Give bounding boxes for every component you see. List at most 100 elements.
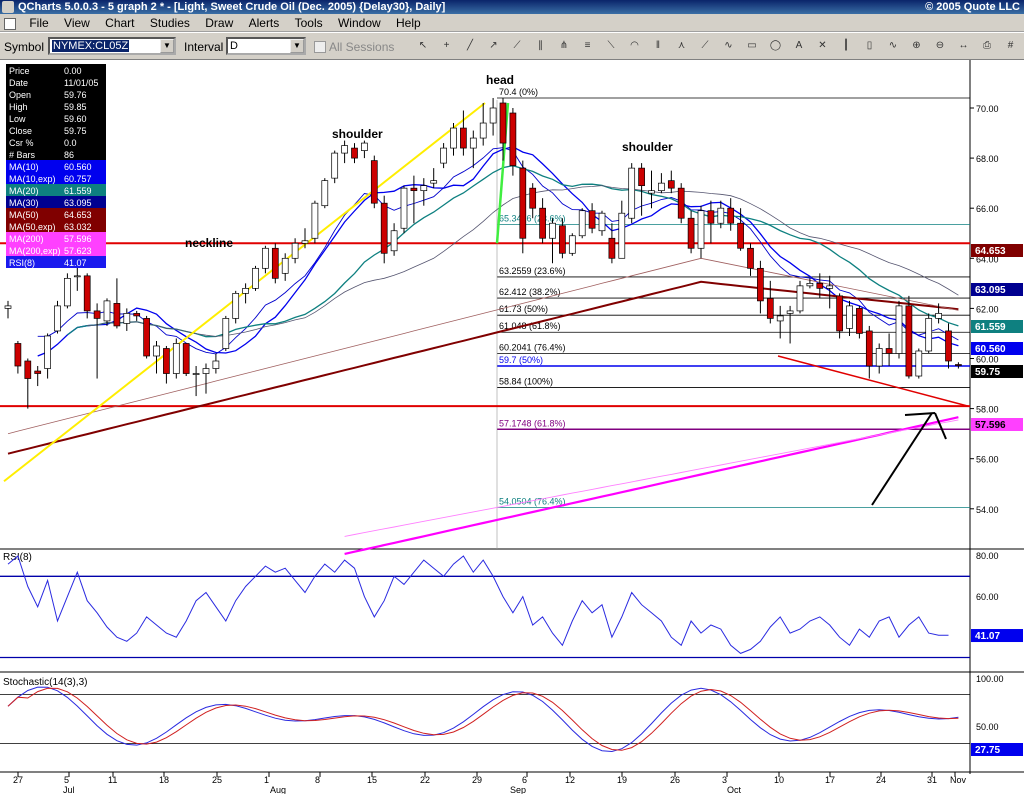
interval-select[interactable]: D ▼: [226, 37, 306, 55]
rsi-title: RSI(8): [3, 552, 32, 563]
ellipse-icon[interactable]: ◯: [769, 40, 782, 51]
price-chart[interactable]: 70.0068.0066.0064.0062.0060.0058.0056.00…: [0, 60, 1024, 794]
candle-body: [509, 112, 517, 166]
fib-level-label: 59.7 (50%): [499, 355, 543, 365]
data-window: Price 0.00 Date 11/01/05 Open 59.76 High 59.85 L…: [6, 64, 106, 268]
fibonacci-fan-icon[interactable]: ⟍: [607, 40, 615, 51]
zoom-out-icon[interactable]: ⊖: [935, 40, 945, 51]
menu-alerts[interactable]: Alerts: [248, 16, 280, 30]
candle-body: [232, 293, 240, 319]
candle-body: [331, 152, 339, 179]
data-window-row: [6, 208, 106, 220]
line-style-icon[interactable]: ∿: [888, 40, 898, 51]
candle-body: [717, 207, 725, 224]
candle-body: [54, 305, 61, 332]
candle-body: [608, 237, 616, 259]
candle-body: [143, 318, 150, 357]
price-badge-value: 64.653: [975, 246, 1006, 257]
gann-fan-icon[interactable]: ⋏: [677, 40, 686, 51]
candle-body: [955, 364, 962, 366]
grid-icon[interactable]: #: [1007, 40, 1014, 51]
chevron-down-icon[interactable]: ▼: [290, 39, 304, 53]
candle-body: [370, 160, 378, 204]
data-window-value: 60.560: [64, 162, 92, 172]
bar-style-icon[interactable]: ┃: [842, 40, 850, 51]
ray-icon[interactable]: ↗: [489, 40, 498, 51]
data-window-value: 59.60: [64, 114, 87, 124]
print-icon[interactable]: ⎙: [983, 40, 991, 51]
candle-body: [113, 303, 121, 327]
candle-body: [4, 305, 12, 309]
menu-studies[interactable]: Studies: [149, 16, 190, 30]
candle-body: [925, 318, 933, 352]
data-window-label: MA(20): [9, 186, 39, 196]
rsi-axis-label: 80.00: [976, 551, 999, 561]
month-label: Oct: [727, 785, 742, 794]
data-window-row: [6, 256, 106, 268]
line-icon[interactable]: ╱: [466, 40, 474, 51]
delete-drawing-icon[interactable]: ✕: [818, 40, 827, 51]
channel-icon[interactable]: ∥: [538, 40, 543, 51]
cursor-icon[interactable]: ↖: [418, 40, 428, 51]
menu-help[interactable]: Help: [396, 16, 421, 30]
candle-body: [539, 207, 546, 239]
price-badge: [971, 418, 1023, 431]
fibonacci-timezones-icon[interactable]: ‖: [655, 40, 661, 51]
stoch-axis-label: 50.00: [976, 722, 999, 732]
candle-body: [252, 267, 259, 289]
date-tick-label: 15: [367, 775, 377, 785]
stoch-badge-value: 27.75: [975, 745, 1000, 756]
scroll-icon[interactable]: ↔: [958, 40, 969, 51]
date-tick-label: 29: [472, 775, 482, 785]
window-title: QCharts 5.0.0.3 - 5 graph 2 * - [Light, …: [18, 1, 446, 13]
extended-line-icon[interactable]: ⟋: [513, 40, 521, 51]
window-title-bar: QCharts 5.0.0.3 - 5 graph 2 * - [Light, …: [0, 0, 1024, 14]
ma10exp-line: [37, 147, 959, 355]
menu-window[interactable]: Window: [337, 16, 381, 30]
menu-tools[interactable]: Tools: [294, 16, 323, 30]
symbol-label: Symbol: [4, 40, 45, 54]
andrews-pitchfork-icon[interactable]: ⋔: [559, 40, 569, 51]
menu-chart[interactable]: Chart: [105, 16, 135, 30]
menu-view[interactable]: View: [64, 16, 90, 30]
chevron-down-icon[interactable]: ▼: [160, 39, 174, 53]
fibonacci-arcs-icon[interactable]: ◠: [630, 40, 639, 51]
candle-body: [440, 147, 447, 164]
rectangle-icon[interactable]: ▭: [747, 40, 757, 51]
data-window-label: MA(200,exp): [9, 246, 61, 256]
data-window-value: 57.623: [64, 246, 92, 256]
candle-body: [945, 330, 952, 362]
data-window-label: Csr %: [9, 138, 34, 148]
fibonacci-retracement-icon[interactable]: ≡: [584, 40, 591, 51]
menu-draw[interactable]: Draw: [205, 16, 234, 30]
candle-body: [24, 360, 32, 379]
candle-body: [281, 257, 289, 274]
neckline-label: neckline: [185, 236, 233, 250]
ma200-line: [344, 416, 959, 555]
price-tick-label: 66.00: [976, 204, 999, 214]
symbol-input[interactable]: NYMEX:CL05Z ▼: [48, 37, 176, 55]
document-icon[interactable]: [4, 17, 16, 30]
data-window-value: 57.596: [64, 234, 92, 244]
price-badge: [971, 244, 1023, 257]
date-tick-label: 26: [670, 775, 680, 785]
candle-body: [549, 222, 556, 239]
data-window-label: Low: [9, 114, 26, 124]
data-window-row: [6, 172, 106, 184]
date-tick-label: 19: [617, 775, 627, 785]
candle-body: [479, 122, 487, 139]
all-sessions-checkbox[interactable]: [314, 41, 326, 53]
candle-style-icon[interactable]: ▯: [866, 40, 873, 51]
crosshair-icon[interactable]: +: [443, 40, 450, 51]
speed-lines-icon[interactable]: ⟋: [701, 40, 709, 51]
text-annotation-icon[interactable]: A: [795, 40, 803, 51]
candle-body: [182, 343, 190, 374]
candle-body: [202, 368, 210, 374]
candle-body: [727, 207, 735, 224]
menu-file[interactable]: File: [29, 16, 49, 30]
cycle-lines-icon[interactable]: ∿: [724, 40, 733, 51]
arrow-head: [934, 412, 947, 440]
data-window-value: 63.032: [64, 222, 92, 232]
candle-body: [658, 182, 665, 192]
zoom-in-icon[interactable]: ⊕: [912, 40, 921, 51]
